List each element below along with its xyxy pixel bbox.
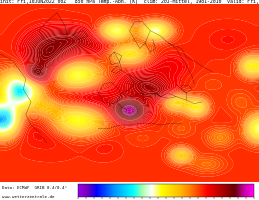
Text: www.wetterzentrale.de: www.wetterzentrale.de (2, 195, 55, 199)
Text: Data: ECMWF  GRIB 0.4/0.4°: Data: ECMWF GRIB 0.4/0.4° (2, 186, 67, 190)
Text: init: Fri,10JUN2022 00Z   850 hPa Temp.-Abn. [K]  clim: 20J-Mittel, 1981-2010  v: init: Fri,10JUN2022 00Z 850 hPa Temp.-Ab… (0, 0, 259, 4)
